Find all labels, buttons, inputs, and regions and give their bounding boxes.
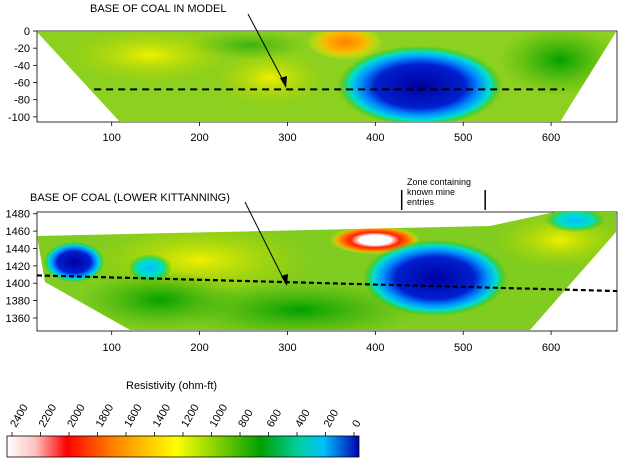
bottom-x-tick-label: 400 — [366, 342, 384, 354]
bottom-annotation: BASE OF COAL (LOWER KITTANNING) — [30, 192, 230, 204]
bottom-y-tick-label: 1440 — [6, 243, 30, 255]
top-annotation: BASE OF COAL IN MODEL — [90, 3, 227, 15]
top-annotation-arrow — [247, 13, 287, 87]
top-high-anomaly — [307, 32, 383, 60]
colorbar-tick-label: 1600 — [122, 402, 145, 429]
top-y-tick-label: -20 — [14, 43, 30, 55]
zone-label-line-1: Zone containing — [407, 177, 471, 187]
top-y-tick-label: -40 — [14, 60, 30, 72]
colorbar-tick-label: 800 — [236, 408, 256, 430]
bottom-y-tick-label: 1380 — [6, 296, 30, 308]
bottom-annotation-arrow — [244, 201, 287, 285]
zone-label-line-3: entries — [407, 197, 435, 207]
bottom-x-tick-label: 200 — [190, 342, 208, 354]
zone-label-line-2: known mine — [407, 187, 455, 197]
bottom-low-anomaly — [363, 240, 507, 316]
bottom-y-tick-label: 1420 — [6, 261, 30, 273]
bottom-y-axis: 1480 1460 1440 1420 1400 1380 1360 — [6, 209, 37, 325]
bottom-x-tick-label: 100 — [103, 342, 121, 354]
bottom-arrow-head — [281, 274, 288, 286]
top-x-axis: 100 200 300 400 500 600 — [103, 122, 560, 144]
bottom-y-tick-label: 1360 — [6, 313, 30, 325]
colorbar-ticks: 2400 2200 2000 1800 1600 1400 1200 1000 800 600 40… — [8, 402, 364, 436]
top-y-axis: 0 -20 -40 -60 -80 -100 — [8, 26, 37, 124]
top-panel: BASE OF COAL IN MODEL 100 200 300 400 500 600… — [8, 3, 618, 144]
bottom-y-tick-label: 1480 — [6, 209, 30, 221]
bottom-x-tick-label: 500 — [454, 342, 472, 354]
colorbar-tick-label: 0 — [350, 418, 363, 429]
colorbar-tick-label: 1200 — [179, 402, 202, 429]
top-y-tick-label: -80 — [14, 95, 30, 107]
colorbar-tick-label: 1800 — [94, 402, 117, 429]
colorbar-tick-label: 2400 — [8, 402, 31, 429]
colorbar: Resistivity (ohm-ft) 2400 2200 2000 1800 160… — [6, 380, 364, 458]
colorbar-tick-label: 200 — [322, 408, 342, 430]
bottom-x-tick-label: 600 — [542, 342, 560, 354]
top-x-tick-label: 300 — [278, 132, 296, 144]
colorbar-tick-label: 1000 — [208, 402, 231, 429]
top-y-tick-label: -60 — [14, 78, 30, 90]
bottom-x-tick-label: 300 — [278, 342, 296, 354]
top-x-tick-label: 200 — [190, 132, 208, 144]
top-x-tick-label: 400 — [366, 132, 384, 144]
colorbar-tick-label: 2200 — [37, 402, 60, 429]
bottom-panel: BASE OF COAL (LOWER KITTANNING) Zone con… — [6, 177, 618, 354]
colorbar-tick-label: 400 — [293, 408, 313, 430]
bottom-x-axis: 100 200 300 400 500 600 — [103, 331, 560, 354]
top-y-tick-label: 0 — [24, 26, 30, 38]
top-y-tick-label: -100 — [8, 112, 30, 124]
top-low-anomaly — [338, 46, 502, 122]
top-x-tick-label: 600 — [542, 132, 560, 144]
colorbar-tick-label: 1400 — [151, 402, 174, 429]
colorbar-title: Resistivity (ohm-ft) — [126, 380, 217, 392]
bottom-low-anomaly-west — [44, 242, 104, 282]
top-section-fill — [37, 32, 616, 122]
zone-label: Zone containing known mine entries — [407, 177, 474, 207]
top-x-tick-label: 500 — [454, 132, 472, 144]
bottom-y-tick-label: 1400 — [6, 278, 30, 290]
bottom-y-tick-label: 1460 — [6, 226, 30, 238]
bottom-section-fill — [37, 212, 616, 330]
bottom-coal-base-line — [36, 274, 618, 293]
colorbar-tick-label: 2000 — [65, 402, 88, 429]
top-arrow-head — [280, 76, 287, 88]
top-x-tick-label: 100 — [103, 132, 121, 144]
colorbar-gradient — [6, 435, 360, 458]
colorbar-tick-label: 600 — [265, 408, 285, 430]
